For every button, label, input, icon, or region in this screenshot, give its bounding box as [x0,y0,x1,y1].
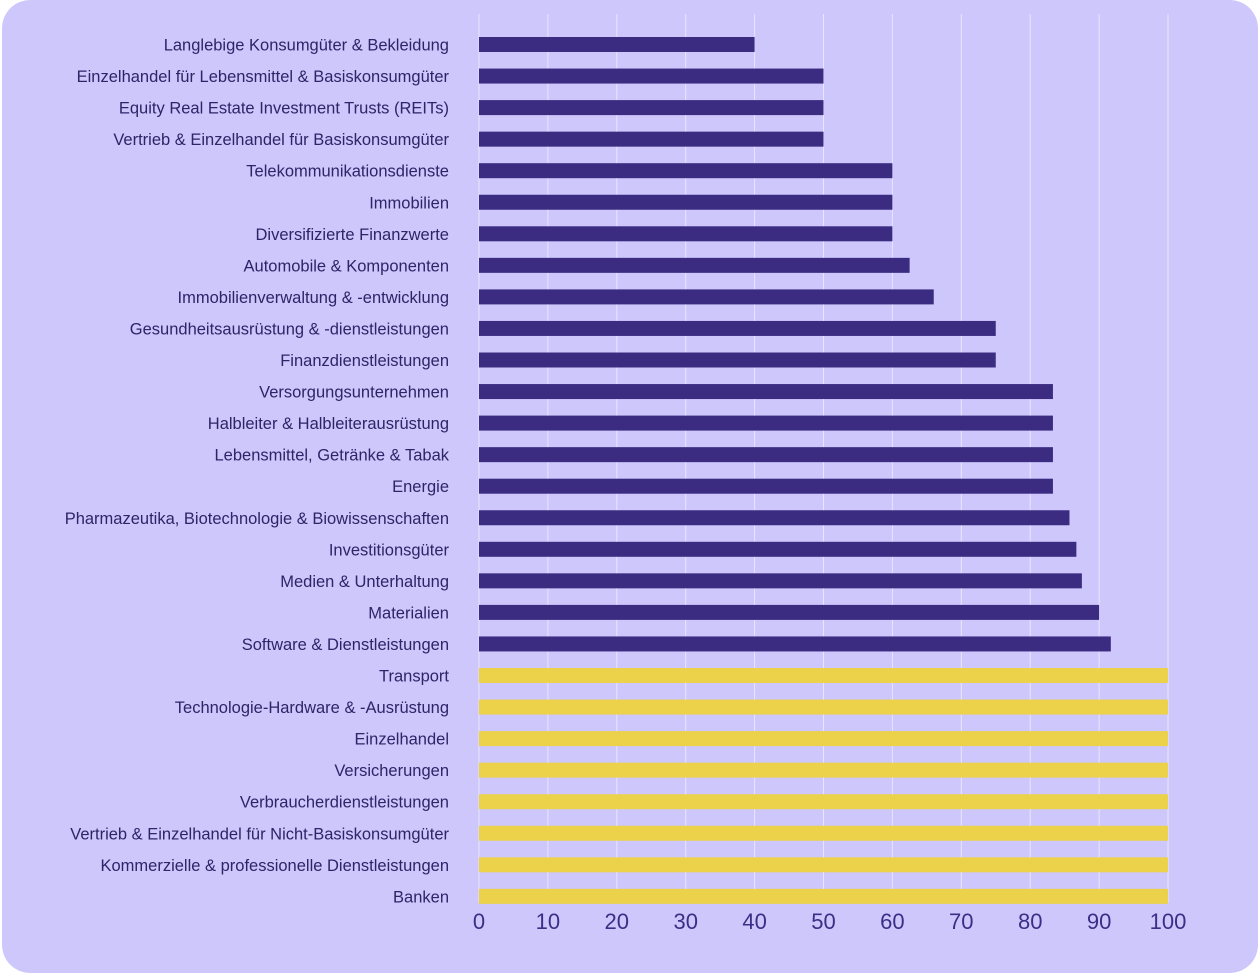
x-tick-label: 0 [473,909,485,934]
x-tick-label: 40 [742,909,766,934]
x-tick-label: 20 [605,909,629,934]
bar [479,384,1053,400]
category-label: Versorgungsunternehmen [259,384,449,402]
bar [479,447,1053,463]
x-tick-label: 10 [536,909,560,934]
bar [479,699,1168,715]
category-label: Technologie-Hardware & -Ausrüstung [175,699,449,717]
category-label: Energie [392,478,449,496]
category-label: Banken [393,888,449,906]
bar [479,825,1168,841]
bar [479,888,1168,904]
bar [479,163,893,179]
category-label: Transport [379,668,449,686]
x-axis-ticks: 0 10 20 30 40 50 60 70 80 90 100 [473,909,1186,934]
category-label: Halbleiter & Halbleiterausrüstung [208,415,449,433]
x-tick-label: 50 [811,909,835,934]
category-label: Einzelhandel [355,731,450,749]
category-label: Gesundheitsausrüstung & -dienstleistunge… [130,320,449,338]
x-tick-label: 70 [949,909,973,934]
bar [479,541,1077,557]
bar [479,478,1053,494]
category-label: Versicherungen [334,762,449,780]
x-tick-label: 60 [880,909,904,934]
bar [479,289,934,305]
category-label: Investitionsgüter [329,541,450,559]
category-label: Materialien [368,604,449,622]
category-label: Vertrieb & Einzelhandel für Nicht-Basisk… [70,825,449,843]
category-label: Telekommunikationsdienste [246,163,449,181]
bar [479,131,824,147]
category-label: Medien & Unterhaltung [280,573,449,591]
category-label: Vertrieb & Einzelhandel für Basiskonsumg… [113,131,449,149]
category-label: Immobilienverwaltung & -entwicklung [178,289,449,307]
bar [479,415,1053,431]
x-tick-label: 30 [673,909,697,934]
bar-series [479,37,1168,904]
category-label: Equity Real Estate Investment Trusts (RE… [119,100,449,118]
category-label: Pharmazeutika, Biotechnologie & Biowisse… [65,510,449,528]
category-label: Langlebige Konsumgüter & Bekleidung [164,37,449,55]
bar [479,257,910,273]
category-label: Lebensmittel, Getränke & Tabak [215,447,450,465]
category-label: Einzelhandel für Lebensmittel & Basiskon… [77,68,450,86]
bar [479,194,893,210]
bar [479,68,824,84]
category-label: Kommerzielle & professionelle Dienstleis… [100,857,449,875]
category-label: Finanzdienstleistungen [280,352,449,370]
category-label: Diversifizierte Finanzwerte [256,226,449,244]
bar [479,320,996,336]
bar [479,794,1168,810]
bar [479,352,996,368]
category-labels: Langlebige Konsumgüter & Bekleidung Einze… [65,37,450,907]
category-label: Verbraucherdienstleistungen [240,794,449,812]
bar [479,510,1070,526]
bar [479,762,1168,778]
bar [479,668,1168,683]
bar [479,37,755,52]
x-tick-label: 80 [1018,909,1042,934]
x-tick-label: 100 [1150,909,1187,934]
bar [479,100,824,116]
bar [479,731,1168,747]
bar [479,857,1168,873]
bar [479,226,893,242]
category-label: Immobilien [369,194,449,212]
bar [479,604,1100,620]
x-tick-label: 90 [1087,909,1111,934]
category-label: Automobile & Komponenten [244,257,449,275]
bar [479,636,1111,652]
bar [479,573,1082,589]
category-label: Software & Dienstleistungen [242,636,449,654]
